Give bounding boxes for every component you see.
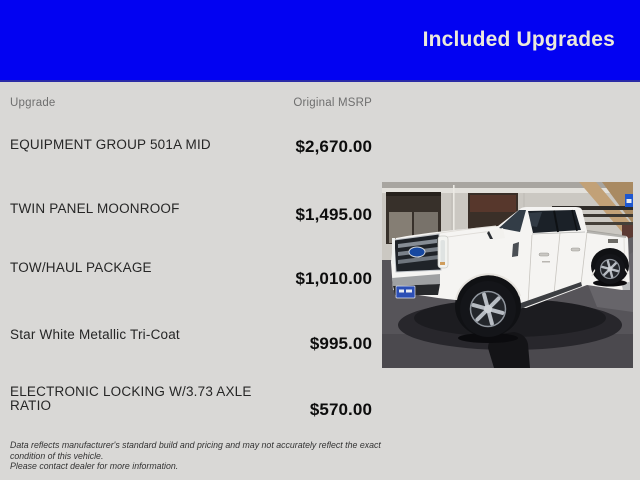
page-title: Included Upgrades: [422, 28, 615, 51]
upgrade-row-price: $570.00: [309, 400, 372, 419]
upgrade-row-label: ELECTRONIC LOCKING W/3.73 AXLE RATIO: [10, 384, 252, 413]
upgrade-row-price: $995.00: [309, 334, 372, 353]
disclaimer-text: Data reflects manufacturer's standard bu…: [10, 440, 402, 472]
upgrade-row-label: TOW/HAUL PACKAGE: [10, 260, 152, 275]
vehicle-photo[interactable]: [382, 182, 633, 368]
disclaimer-line-2: Please contact dealer for more informati…: [10, 461, 179, 472]
header-banner: Included Upgrades: [0, 0, 640, 82]
vehicle-photo-illustration: [382, 182, 633, 368]
upgrade-row-label: TWIN PANEL MOONROOF: [10, 201, 180, 216]
upgrade-row-price: $2,670.00: [295, 137, 372, 156]
upgrade-row-label: Star White Metallic Tri-Coat: [10, 327, 180, 342]
column-header-msrp: Original MSRP: [293, 97, 372, 109]
upgrade-row-price: $1,495.00: [295, 205, 372, 224]
upgrade-row-label: EQUIPMENT GROUP 501A MID: [10, 137, 211, 152]
disclaimer-line-1: Data reflects manufacturer's standard bu…: [10, 440, 381, 461]
column-header-upgrade: Upgrade: [10, 97, 56, 109]
upgrade-row-price: $1,010.00: [295, 269, 372, 288]
